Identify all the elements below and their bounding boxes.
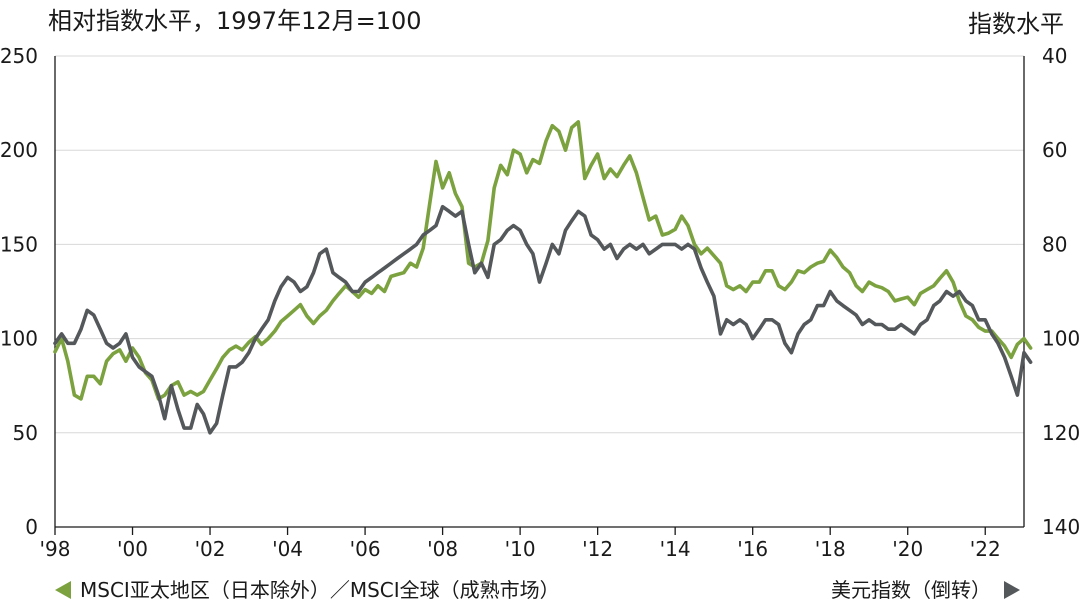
x-axis-tick-label: '18 [815,537,846,561]
x-axis-tick-label: '14 [660,537,691,561]
right-axis-tick-label: 120 [1042,421,1080,445]
right-axis-tick-label: 40 [1042,44,1067,68]
x-axis-tick-label: '12 [582,537,613,561]
right-axis-tick-label: 60 [1042,138,1067,162]
right-arrow-icon [1004,581,1020,599]
x-axis-tick-label: '02 [195,537,226,561]
right-axis-title: 指数水平 [968,10,1064,38]
left-axis-tick-label: 100 [0,327,38,351]
left-axis-title: 相对指数水平，1997年12月=100 [48,7,422,35]
x-axis-tick-label: '08 [427,537,458,561]
right-axis-tick-label: 100 [1042,327,1080,351]
legend-left-label: MSCI亚太地区（日本除外）／MSCI全球（成熟市场） [80,578,560,602]
left-arrow-icon [55,581,71,599]
gridlines [55,55,1024,434]
x-axis-tick-label: '06 [350,537,381,561]
series-line-dollar-inverted [53,204,1033,435]
x-axis-tick-label: '04 [272,537,303,561]
left-axis-tick-label: 0 [25,515,38,539]
x-axis-ticks [54,527,986,535]
x-axis-tick-label: '20 [892,537,923,561]
x-axis-tick-label: '22 [970,537,1001,561]
legend-right: 美元指数（倒转） [831,578,1020,602]
x-axis-tick-label: '10 [505,537,536,561]
series-line-relative [53,120,1033,401]
legend-right-label: 美元指数（倒转） [831,578,991,602]
right-axis-tick-labels: 40 60 80 100 120 140 [1042,44,1080,539]
right-axis-tick-label: 80 [1042,232,1067,256]
left-axis-tick-label: 50 [13,421,38,445]
x-axis-tick-label: '00 [117,537,148,561]
left-axis-tick-label: 150 [0,232,38,256]
right-axis-tick-label: 140 [1042,515,1080,539]
x-axis-tick-labels: '98 '00 '02 '04 '06 '08 '10 '12 '14 '16 '18 '20 '22 [40,537,1001,561]
x-axis-tick-label: '16 [737,537,768,561]
x-axis-tick-label: '98 [40,537,71,561]
left-axis-tick-labels: 0 50 100 150 200 250 [0,44,38,539]
left-axis-tick-label: 200 [0,138,38,162]
left-axis-tick-label: 250 [0,44,38,68]
legend-left: MSCI亚太地区（日本除外）／MSCI全球（成熟市场） [55,578,560,602]
